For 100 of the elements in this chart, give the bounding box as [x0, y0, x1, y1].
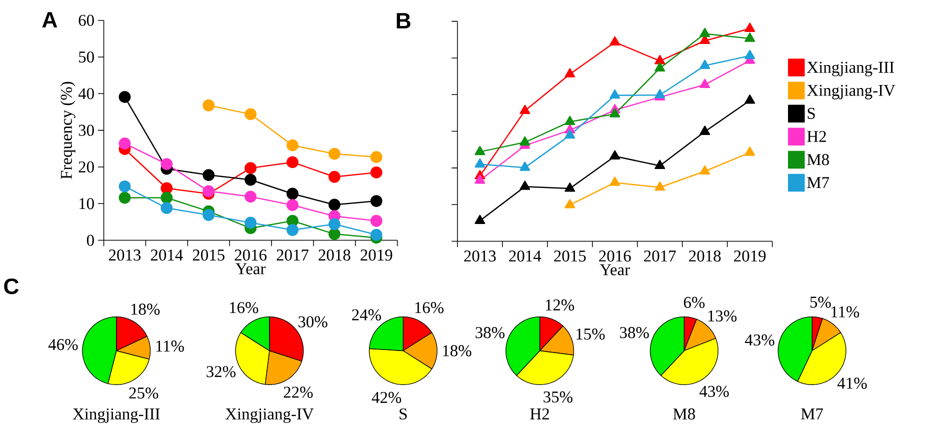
legend-label: H2	[807, 131, 826, 142]
point	[328, 148, 340, 160]
point	[328, 218, 340, 230]
legend-label: M8	[807, 154, 829, 166]
data-label: 43%	[699, 386, 729, 398]
data-label: 16%	[415, 302, 444, 314]
legend-label: M7	[807, 177, 830, 188]
point	[474, 214, 486, 224]
point	[610, 90, 620, 99]
point	[744, 32, 756, 42]
point	[202, 100, 215, 112]
point	[700, 60, 710, 70]
point	[244, 216, 257, 229]
data-label: 24%	[352, 309, 382, 321]
text: M8	[673, 408, 695, 420]
point	[286, 199, 298, 212]
text: C	[4, 278, 19, 294]
legend-label: S	[808, 108, 815, 120]
point	[474, 146, 486, 156]
text: M7	[801, 408, 824, 420]
point	[286, 224, 298, 236]
data-label: 41%	[837, 378, 867, 389]
point	[700, 28, 710, 38]
x-tick-label: 2016	[234, 250, 267, 261]
point	[654, 182, 666, 191]
point	[744, 146, 756, 156]
point	[700, 78, 710, 88]
data-label: 6%	[684, 297, 705, 308]
text: H2	[530, 408, 549, 420]
y-tick-label: 10	[80, 198, 94, 210]
x-axis-title: Year	[600, 264, 630, 276]
point	[744, 50, 756, 60]
x-tick-label: 2018	[689, 250, 721, 262]
y-tick-label: 40	[78, 88, 94, 100]
point	[286, 140, 298, 152]
y-tick-label: 30	[78, 124, 94, 136]
y-tick-label: 60	[78, 14, 94, 26]
x-tick-label: 2019	[734, 250, 766, 262]
point	[654, 62, 666, 72]
point	[370, 166, 382, 179]
data-label: 38%	[620, 327, 649, 338]
point	[520, 162, 530, 172]
point	[564, 182, 576, 192]
point	[202, 169, 215, 182]
data-label: 22%	[284, 386, 313, 398]
data-label: 42%	[372, 392, 402, 404]
point	[328, 198, 340, 211]
x-tick-label: 2016	[599, 250, 631, 262]
point	[520, 180, 530, 190]
x-axis-title: Year	[236, 264, 266, 274]
point	[610, 108, 620, 118]
point	[160, 202, 173, 214]
point	[118, 192, 131, 204]
point	[160, 182, 173, 194]
data-label: 43%	[744, 334, 774, 346]
y-tick-label: 0	[86, 234, 94, 246]
point	[118, 91, 131, 104]
point	[160, 192, 173, 204]
point	[654, 160, 666, 170]
point	[202, 209, 215, 222]
point	[370, 195, 382, 208]
text: S	[400, 408, 407, 420]
point	[564, 68, 576, 78]
point	[654, 89, 666, 98]
data-label: 12%	[546, 300, 574, 311]
point	[700, 165, 710, 175]
point	[610, 176, 620, 186]
data-label: 11%	[156, 340, 184, 352]
point	[654, 55, 666, 64]
x-tick-label: 2015	[554, 250, 586, 262]
data-label: 5%	[810, 296, 831, 308]
point	[370, 215, 382, 227]
x-tick-label: 2018	[318, 250, 350, 261]
point	[202, 185, 215, 198]
x-tick-label: 2017	[276, 250, 309, 261]
point	[244, 108, 257, 120]
point	[474, 174, 486, 184]
x-tick-label: 2014	[150, 250, 183, 261]
point	[328, 171, 340, 183]
data-label: 11%	[832, 306, 860, 318]
data-label: 30%	[298, 316, 328, 328]
y-axis-title: Frequency (%)	[60, 82, 76, 180]
data-label: 16%	[230, 302, 258, 314]
y-tick-label: 50	[79, 52, 94, 63]
data-label: 18%	[443, 345, 472, 356]
x-tick-label: 2013	[109, 250, 141, 261]
point	[520, 104, 530, 114]
data-label: 46%	[48, 339, 78, 350]
point	[244, 162, 257, 174]
legend-label: Xingjiang-IV	[807, 85, 896, 100]
data-label: 35%	[544, 392, 572, 403]
x-tick-label: 2013	[464, 250, 496, 262]
point	[244, 174, 257, 186]
data-label: 38%	[476, 327, 504, 338]
point	[744, 22, 756, 32]
chart-title: B	[396, 13, 410, 29]
point	[328, 228, 340, 240]
text: Xingjiang-III	[72, 408, 160, 424]
point	[564, 129, 576, 139]
point	[744, 94, 756, 104]
